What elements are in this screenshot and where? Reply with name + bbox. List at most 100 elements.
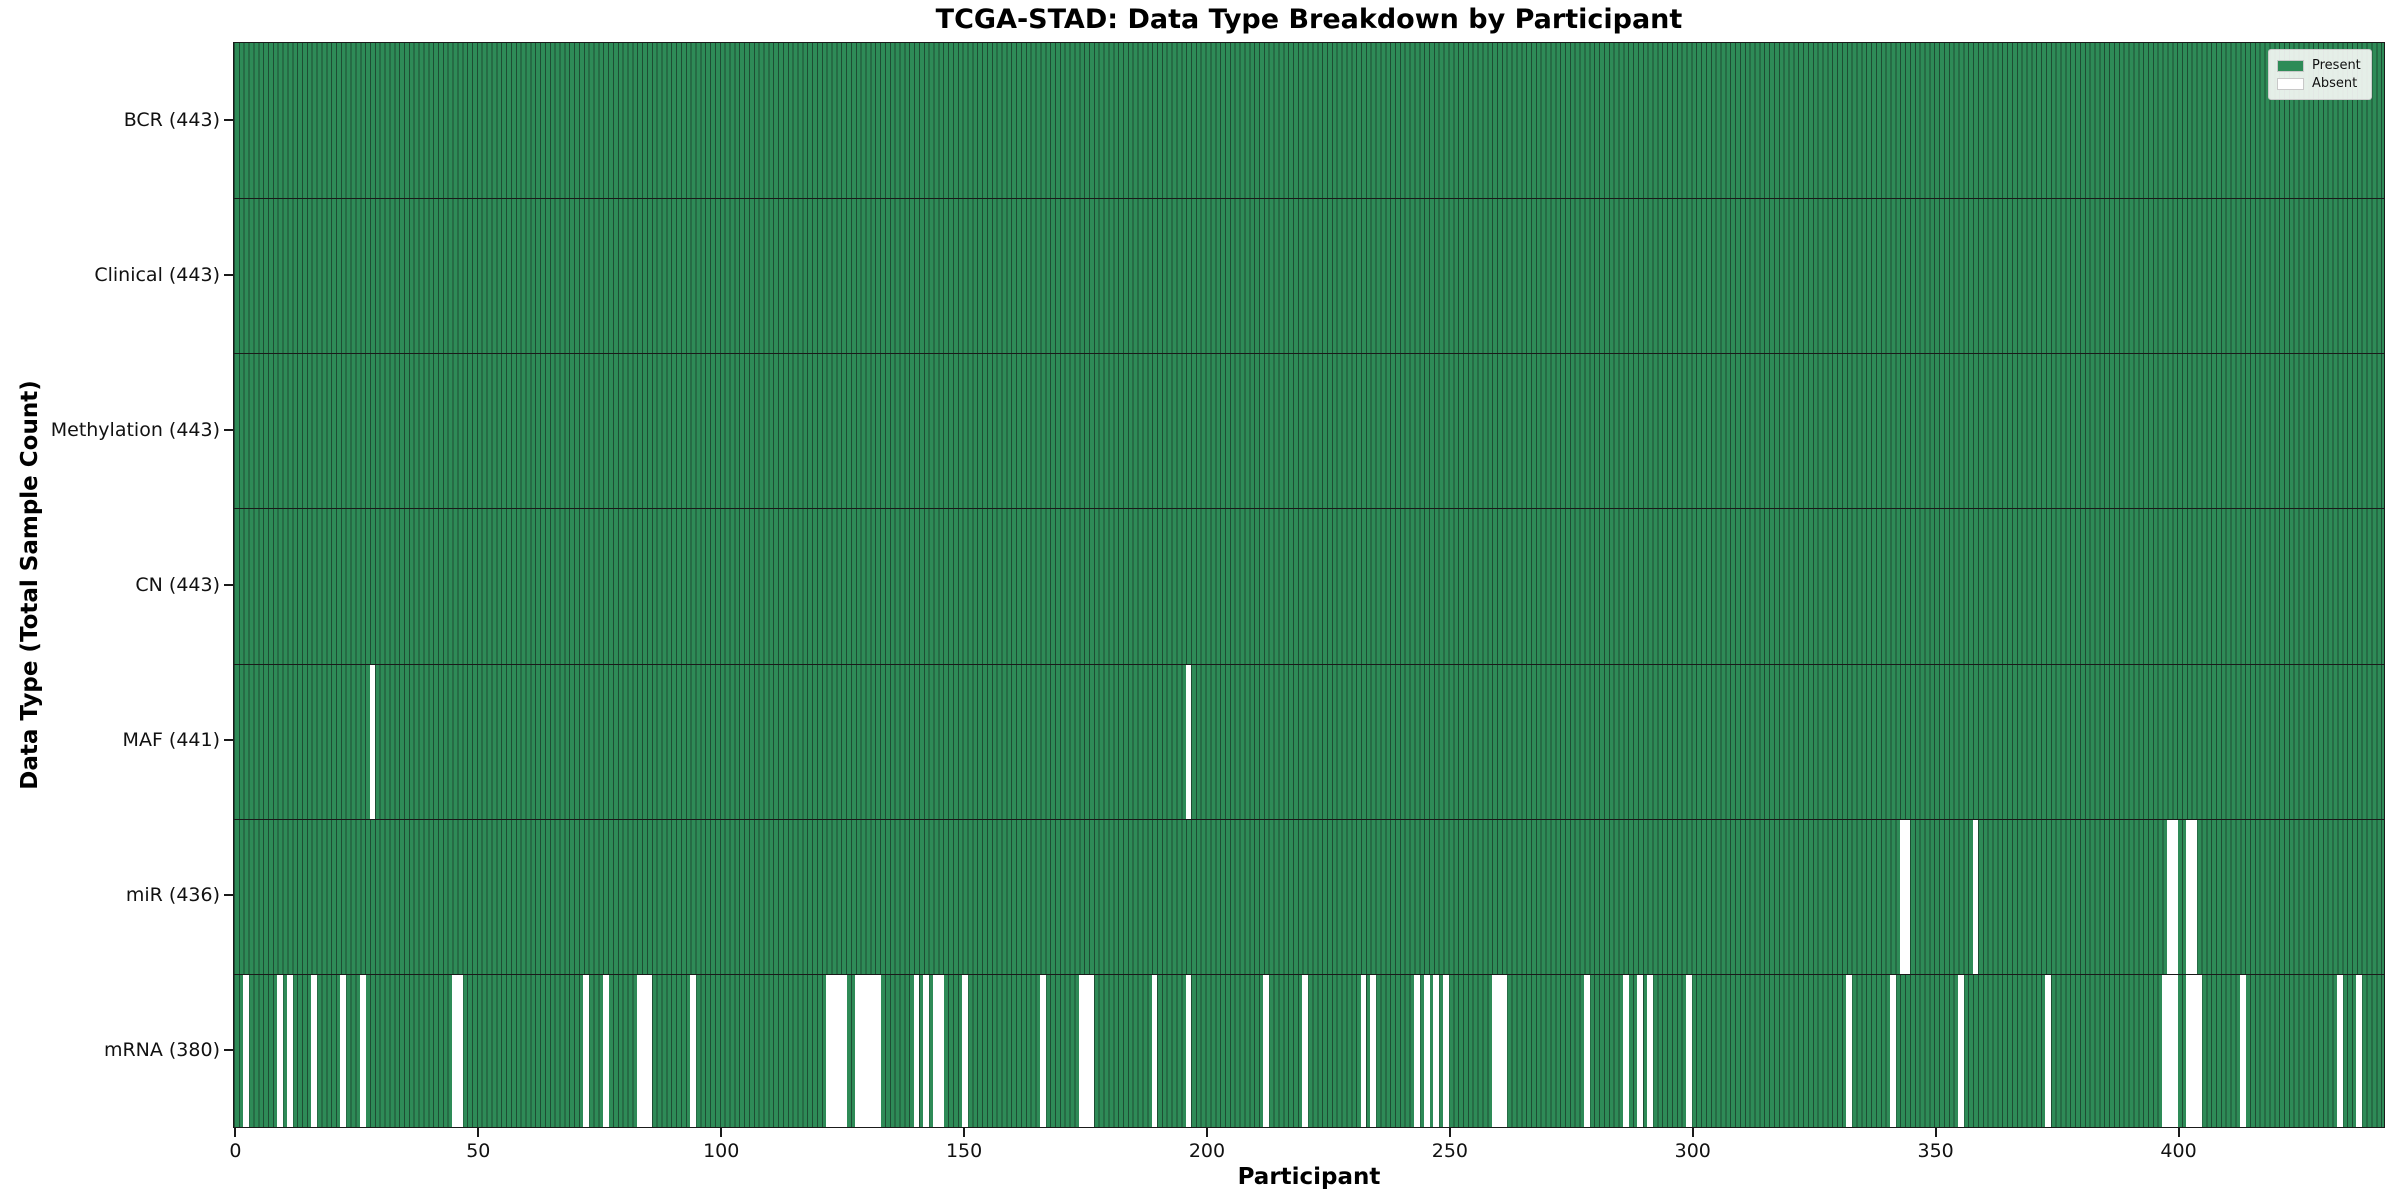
absent-stripe (831, 974, 837, 1127)
chart-row-bcr (234, 43, 2384, 199)
absent-stripe (1491, 974, 1498, 1127)
absent-stripe (456, 974, 463, 1127)
absent-stripe (962, 974, 968, 1127)
x-tick-mark (2177, 1128, 2180, 1137)
absent-stripe (1972, 819, 1979, 974)
chart-row-clinical (234, 198, 2384, 354)
y-tick-mark (224, 273, 233, 276)
absent-stripe (2336, 974, 2343, 1127)
y-tick-label: Clinical (443) (94, 263, 220, 286)
x-tick-label: 100 (703, 1140, 740, 1162)
absent-stripe (641, 974, 648, 1127)
x-tick-mark (1934, 1128, 1937, 1137)
absent-stripe (1904, 819, 1911, 974)
x-tick-mark (720, 1128, 723, 1137)
absent-stripe (2191, 819, 2198, 974)
legend: Present Absent (2268, 49, 2372, 100)
absent-stripe (243, 974, 250, 1127)
chart-row-methylation (234, 353, 2384, 509)
absent-stripe (869, 974, 876, 1127)
y-tick-mark (224, 428, 233, 431)
legend-entry-present: Present (2277, 58, 2361, 73)
chart-row-cn (234, 508, 2384, 664)
absent-stripe (1433, 974, 1440, 1127)
absent-stripe (1622, 974, 1629, 1127)
x-tick-label: 300 (1674, 1140, 1711, 1162)
chart-row-mrna (234, 973, 2384, 1127)
absent-stripe (1083, 974, 1090, 1127)
absent-stripe (277, 974, 284, 1127)
legend-label-present: Present (2312, 58, 2361, 73)
y-tick-label: Methylation (443) (50, 418, 220, 441)
x-tick-label: 150 (945, 1140, 983, 1162)
absent-stripe (1890, 974, 1896, 1127)
absent-stripe (1360, 974, 1367, 1127)
y-tick-mark (224, 894, 233, 897)
y-tick-mark (224, 1049, 233, 1052)
absent-stripe (1185, 664, 1192, 819)
absent-stripe (1078, 974, 1085, 1127)
absent-stripe (690, 974, 696, 1127)
legend-swatch-present (2277, 59, 2304, 72)
y-tick-label: miR (436) (125, 884, 220, 907)
absent-stripe (2186, 974, 2193, 1127)
absent-stripe (646, 974, 653, 1127)
y-tick-label: MAF (441) (122, 729, 220, 752)
absent-stripe (1443, 974, 1449, 1127)
absent-stripe (855, 974, 862, 1127)
plot-area (233, 42, 2385, 1128)
x-tick-label: 200 (1188, 1140, 1226, 1162)
absent-stripe (874, 974, 881, 1127)
x-tick-label: 0 (229, 1140, 242, 1162)
absent-stripe (602, 974, 609, 1127)
absent-stripe (1423, 974, 1430, 1127)
absent-stripe (286, 974, 293, 1127)
x-tick-mark (1448, 1128, 1451, 1137)
y-tick-mark (224, 584, 233, 586)
absent-stripe (359, 974, 366, 1127)
absent-stripe (1637, 974, 1644, 1127)
absent-stripe (636, 974, 643, 1127)
chart-row-mir (234, 818, 2384, 974)
absent-stripe (1647, 974, 1653, 1127)
absent-stripe (1413, 974, 1420, 1127)
x-tick-label: 350 (1917, 1140, 1954, 1162)
x-tick-mark (1691, 1128, 1694, 1137)
absent-stripe (937, 974, 944, 1127)
absent-stripe (1302, 974, 1309, 1127)
absent-stripe (452, 974, 458, 1127)
x-tick-mark (963, 1128, 966, 1137)
absent-stripe (1370, 974, 1377, 1127)
absent-stripe (2186, 819, 2193, 974)
absent-stripe (2171, 974, 2178, 1127)
absent-stripe (933, 974, 939, 1127)
absent-stripe (1958, 974, 1964, 1127)
legend-entry-absent: Absent (2277, 76, 2361, 91)
absent-stripe (1151, 974, 1158, 1127)
absent-stripe (2356, 974, 2363, 1127)
absent-stripe (2162, 974, 2168, 1127)
y-tick-label: mRNA (380) (103, 1039, 220, 1062)
absent-stripe (1846, 974, 1853, 1127)
absent-stripe (1039, 974, 1046, 1127)
absent-stripe (1899, 819, 1906, 974)
absent-stripe (913, 974, 920, 1127)
legend-swatch-absent (2277, 77, 2304, 90)
absent-stripe (1496, 974, 1503, 1127)
y-tick-mark (224, 739, 233, 742)
absent-stripe (2239, 974, 2246, 1127)
y-tick-label: CN (443) (135, 574, 220, 596)
absent-stripe (2166, 819, 2173, 974)
x-tick-label: 400 (2160, 1140, 2197, 1162)
x-tick-mark (1205, 1128, 1208, 1137)
absent-stripe (2166, 974, 2173, 1127)
x-axis-label: Participant (1237, 1164, 1381, 1190)
legend-label-absent: Absent (2312, 76, 2358, 91)
absent-stripe (840, 974, 847, 1127)
x-tick-label: 250 (1431, 1140, 1468, 1162)
absent-stripe (1088, 974, 1095, 1127)
absent-stripe (923, 974, 930, 1127)
absent-stripe (1685, 974, 1692, 1127)
chart-title: TCGA-STAD: Data Type Breakdown by Partic… (935, 4, 1683, 35)
